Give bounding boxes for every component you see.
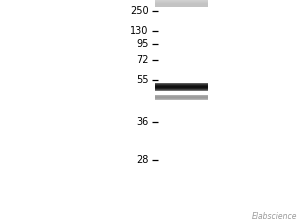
Bar xyxy=(154,4,208,7)
Bar xyxy=(154,3,208,7)
Bar xyxy=(154,4,208,7)
Bar xyxy=(154,2,208,6)
Bar xyxy=(154,2,208,6)
Bar xyxy=(154,1,208,5)
Bar xyxy=(154,0,208,4)
Bar xyxy=(154,4,208,7)
Bar xyxy=(154,3,208,7)
Bar xyxy=(154,2,208,6)
Bar xyxy=(154,0,208,4)
Text: 95: 95 xyxy=(136,39,148,49)
Bar xyxy=(154,0,208,4)
Bar xyxy=(154,3,208,7)
Bar xyxy=(154,2,208,6)
Bar xyxy=(154,3,208,7)
Bar xyxy=(154,2,208,5)
Bar xyxy=(154,4,208,7)
Bar xyxy=(154,3,208,6)
Bar xyxy=(154,3,208,6)
Bar xyxy=(154,1,208,5)
Bar xyxy=(154,2,208,6)
Bar xyxy=(154,1,208,4)
Text: Elabscience: Elabscience xyxy=(251,212,297,221)
Bar xyxy=(154,1,208,4)
Bar xyxy=(154,1,208,5)
Bar xyxy=(154,2,208,6)
Bar xyxy=(154,3,208,6)
Bar xyxy=(154,1,208,4)
Bar xyxy=(154,2,208,6)
Bar xyxy=(154,3,208,7)
Bar xyxy=(154,2,208,6)
Bar xyxy=(154,0,208,4)
Bar xyxy=(154,3,208,7)
Bar xyxy=(154,2,208,5)
Text: 28: 28 xyxy=(136,155,148,165)
Bar xyxy=(154,1,208,5)
Bar xyxy=(154,2,208,5)
Bar xyxy=(154,0,208,4)
Bar xyxy=(154,2,208,6)
Text: 36: 36 xyxy=(136,117,148,127)
Bar xyxy=(154,1,208,5)
Bar xyxy=(154,2,208,6)
Bar xyxy=(154,1,208,5)
Bar xyxy=(154,3,208,7)
Bar xyxy=(154,2,208,5)
Bar xyxy=(154,3,208,7)
Bar xyxy=(154,3,208,7)
Bar xyxy=(154,3,208,6)
Bar xyxy=(154,0,208,4)
Bar xyxy=(154,0,208,4)
Bar xyxy=(154,1,208,5)
Bar xyxy=(154,1,208,5)
Text: 130: 130 xyxy=(130,26,148,36)
Bar xyxy=(154,2,208,6)
Bar xyxy=(154,3,208,6)
Bar xyxy=(154,1,208,5)
Bar xyxy=(154,0,208,4)
Bar xyxy=(154,0,208,4)
Text: 72: 72 xyxy=(136,55,148,65)
Bar xyxy=(154,0,208,4)
Bar xyxy=(154,2,208,5)
Bar xyxy=(154,2,208,6)
Bar xyxy=(154,1,208,4)
Text: 250: 250 xyxy=(130,6,148,16)
Text: 55: 55 xyxy=(136,75,148,85)
Bar xyxy=(154,1,208,5)
Bar xyxy=(154,2,208,6)
